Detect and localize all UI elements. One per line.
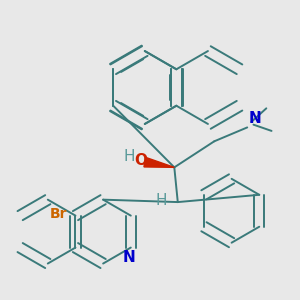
Text: Br: Br	[49, 207, 67, 221]
Text: O: O	[134, 153, 147, 168]
Text: N: N	[249, 111, 262, 126]
Text: H: H	[123, 149, 135, 164]
Text: N: N	[123, 250, 135, 265]
Polygon shape	[144, 158, 174, 167]
Text: H: H	[156, 193, 167, 208]
